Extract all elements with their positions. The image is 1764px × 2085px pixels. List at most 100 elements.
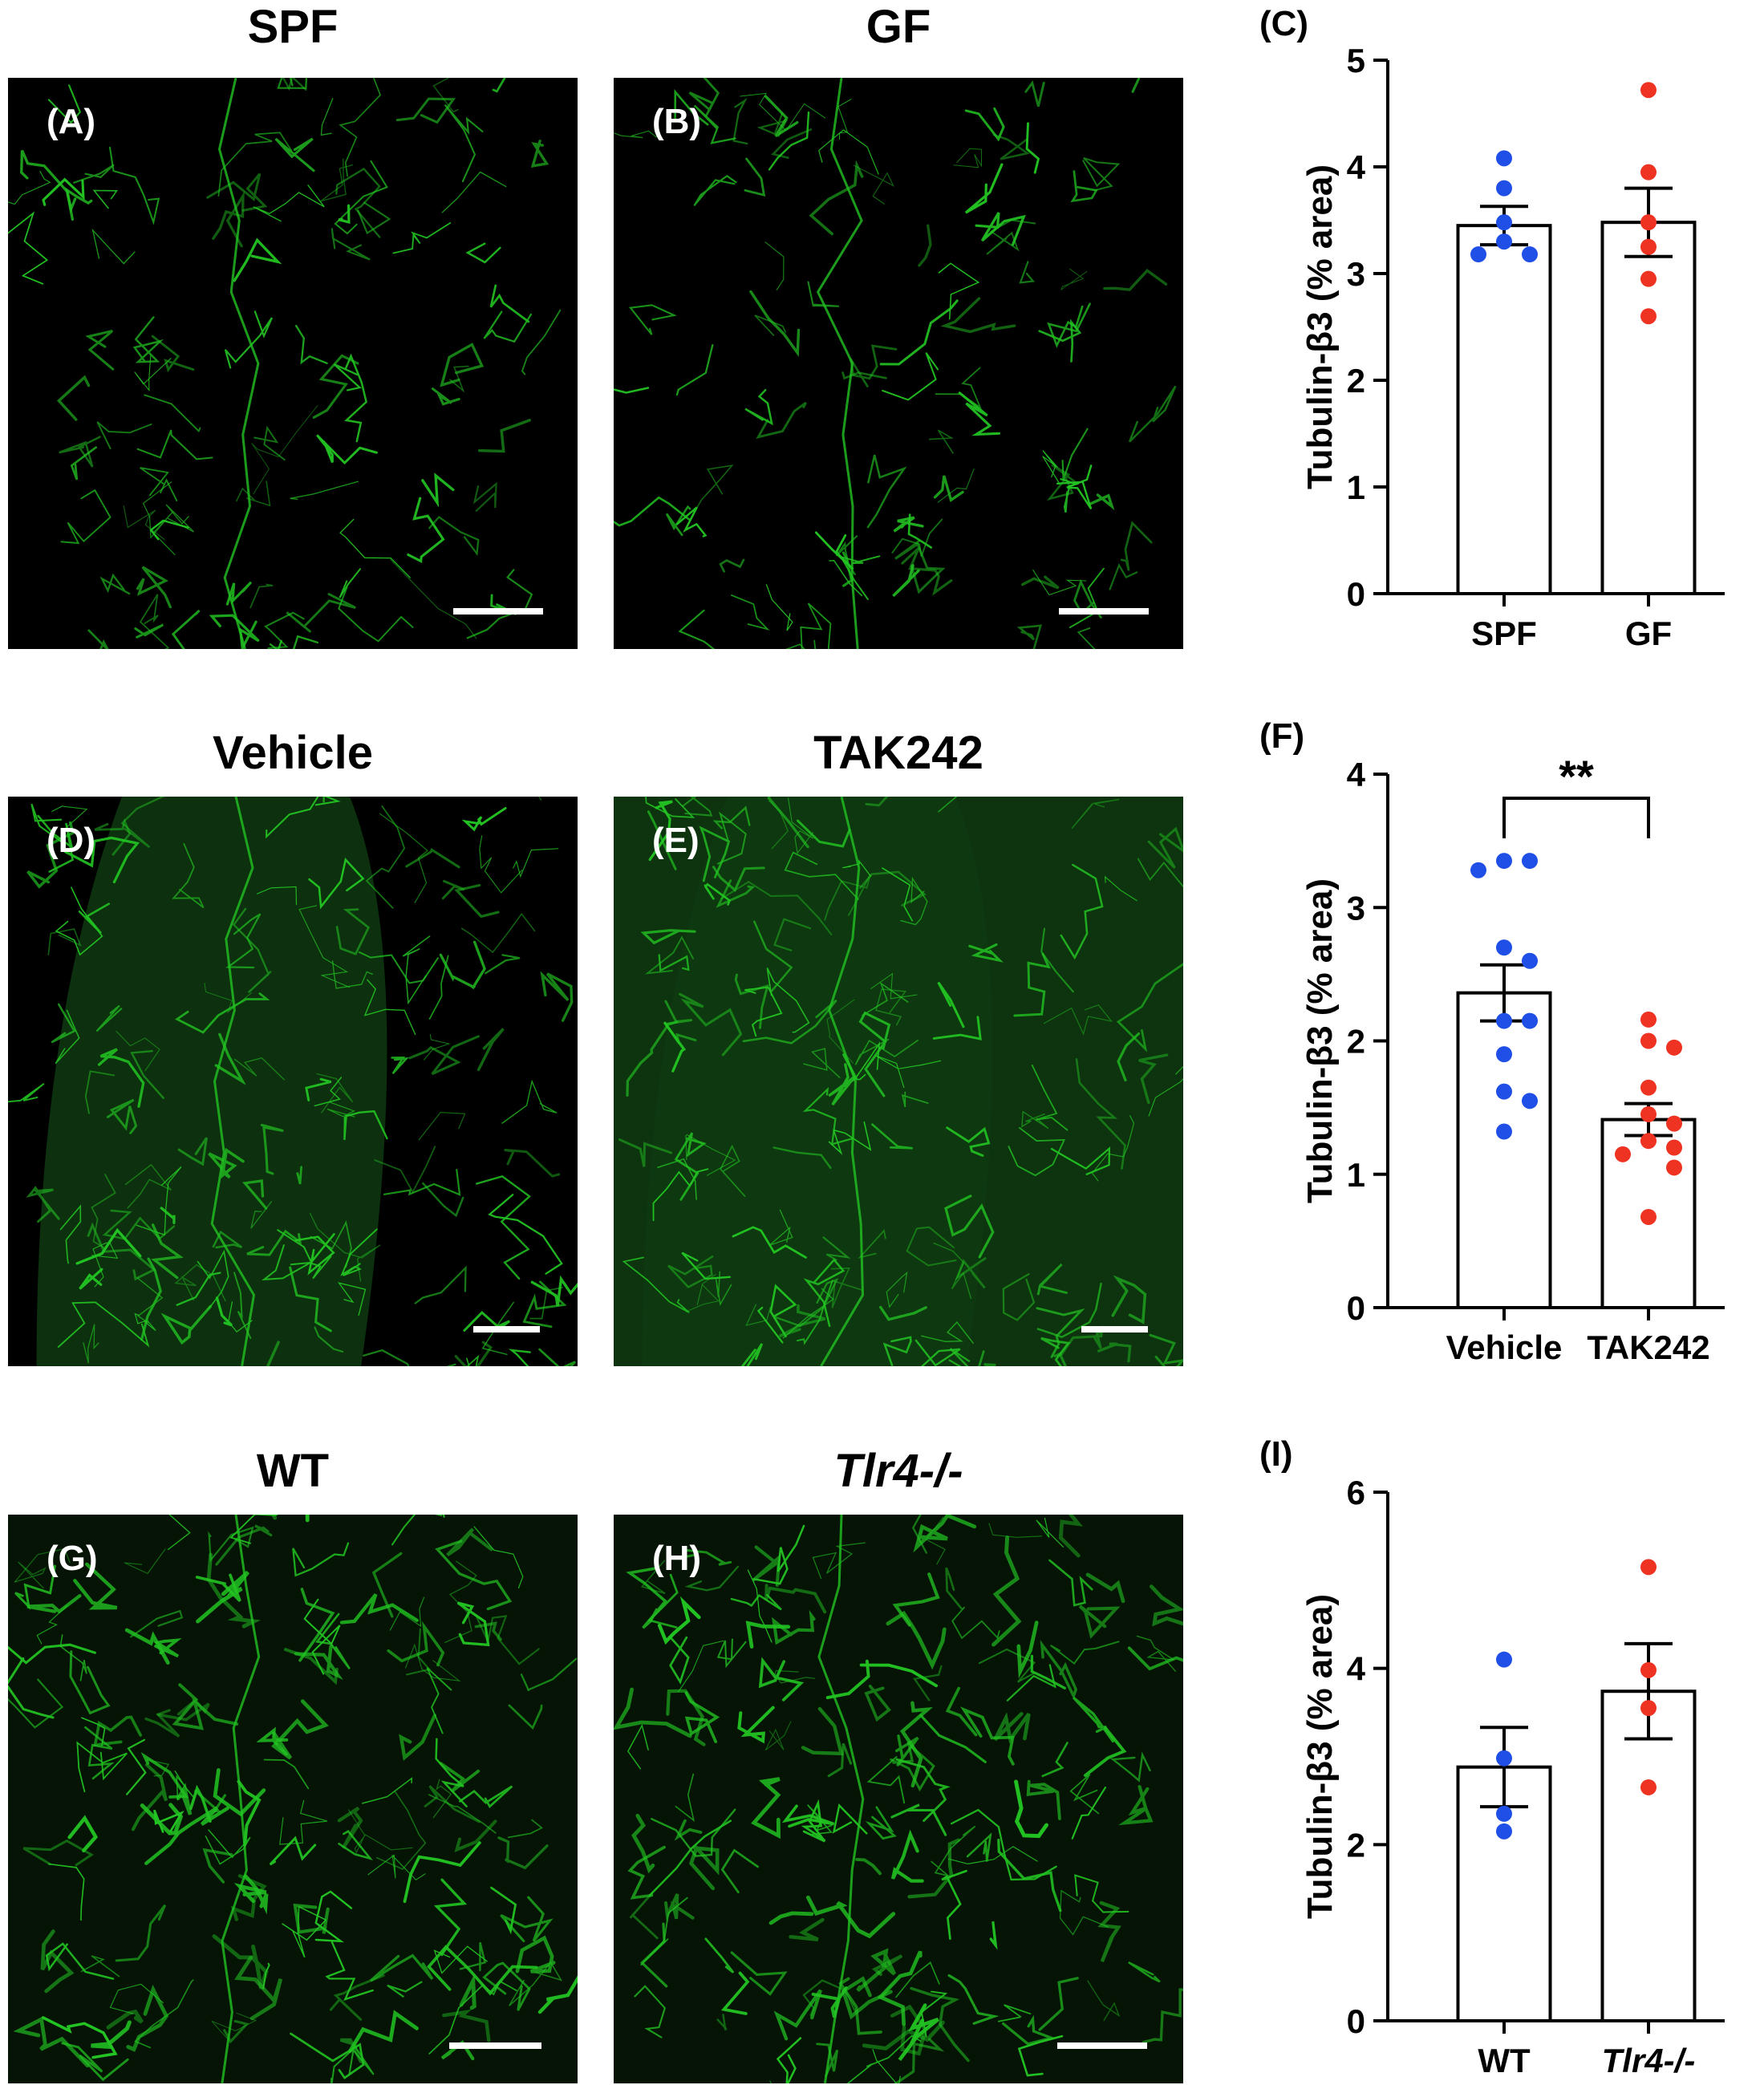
nerve-fiber: [751, 1777, 781, 1840]
nerve-fiber: [61, 2042, 129, 2082]
nerve-fiber: [1071, 1787, 1107, 1840]
nerve-fiber: [890, 1803, 947, 1836]
nerve-fiber: [339, 1593, 419, 1625]
y-axis-label: Tubulin-β3 (% area): [1300, 164, 1340, 489]
nerve-fiber: [882, 352, 939, 401]
nerve-fiber: [663, 1000, 697, 1045]
nerve-fiber: [426, 1667, 452, 1734]
nerve-fiber: [1019, 261, 1036, 284]
nerve-fiber: [14, 1561, 47, 1589]
data-point: [1496, 150, 1512, 167]
nerve-fiber: [338, 586, 414, 643]
nerve-fiber: [858, 1011, 891, 1097]
nerve-fiber: [42, 177, 85, 206]
nerve-fiber: [966, 1832, 992, 1862]
nerve-fiber: [807, 281, 839, 307]
nerve-fiber: [260, 1123, 284, 1175]
nerve-fiber: [870, 972, 918, 1000]
nerve-fiber: [618, 1138, 673, 1167]
nerve-fiber: [951, 1606, 1000, 1640]
nerve-fiber: [335, 908, 371, 955]
nerve-fiber: [348, 1809, 413, 1854]
nerve-fiber: [444, 1560, 477, 1644]
data-point: [1640, 1559, 1657, 1576]
nerve-fiber: [674, 1132, 707, 1201]
nerve-fiber: [465, 242, 501, 264]
nerve-fiber: [1147, 826, 1183, 869]
nerve-fiber: [688, 1844, 720, 1891]
column-title: TAK242: [813, 727, 983, 779]
nerve-fiber: [215, 1296, 233, 1327]
nerve-fiber: [47, 928, 82, 955]
nerve-fiber: [435, 1539, 513, 1611]
nerve-fiber: [1097, 1342, 1132, 1363]
data-point: [1640, 164, 1657, 181]
nerve-fiber: [134, 1312, 156, 1332]
data-point: [1640, 1779, 1657, 1795]
nerve-fiber: [893, 516, 924, 533]
nerve-fiber: [80, 1955, 120, 1978]
nerve-fiber: [837, 99, 852, 140]
nerve-fiber: [441, 879, 465, 900]
nerve-fiber: [680, 1548, 732, 1566]
nerve-fiber: [8, 211, 49, 285]
nerve-fiber: [832, 1803, 868, 1835]
nerve-fiber: [854, 1038, 918, 1065]
nerve-fiber: [492, 78, 506, 93]
nerve-fiber: [1036, 1282, 1102, 1339]
nerve-fiber: [124, 1163, 172, 1209]
nerve-fiber: [408, 1035, 480, 1076]
nerve-fiber: [747, 1569, 773, 1643]
nerve-fiber: [466, 1354, 480, 1366]
data-point: [1470, 246, 1486, 263]
nerve-fiber: [363, 979, 416, 1036]
nerve-fiber: [172, 842, 205, 909]
nerve-fiber: [667, 1255, 714, 1288]
nerve-fiber: [432, 1779, 452, 1819]
nerve-fiber: [758, 1657, 805, 1702]
y-tick-label: 0: [1347, 575, 1365, 613]
nerve-fiber: [1016, 1621, 1039, 1679]
nerve-fiber: [441, 171, 507, 213]
nerve-fiber: [992, 133, 1030, 160]
x-tick-label: GF: [1625, 615, 1672, 652]
nerve-fiber: [160, 1207, 176, 1224]
nerve-fiber: [440, 343, 485, 387]
nerve-fiber: [338, 1830, 373, 1860]
nerve-fiber: [859, 1663, 938, 1688]
nerve-fiber: [918, 224, 932, 267]
nerve-fiber: [1116, 963, 1183, 1053]
nerve-fiber: [330, 2046, 375, 2083]
nerve-fiber: [886, 1271, 908, 1308]
nerve-fiber: [699, 825, 731, 882]
y-axis-label: Tubulin-β3 (% area): [1300, 878, 1340, 1203]
nerve-fiber: [233, 1272, 252, 1339]
nerve-trunk: [820, 797, 865, 1366]
nerve-fiber: [1014, 1779, 1048, 1839]
nerve-fiber: [773, 1146, 832, 1169]
nerve-fiber: [51, 805, 88, 828]
nerve-fiber: [488, 1194, 563, 1275]
nerve-fiber: [829, 559, 863, 597]
nerve-fiber: [740, 92, 826, 132]
nerve-fiber: [283, 1647, 339, 1685]
nerve-fiber: [14, 1548, 71, 1583]
nerve-fiber: [719, 558, 745, 573]
nerve-fiber: [26, 821, 75, 889]
nerve-fiber: [8, 1678, 64, 1729]
nerve-fiber: [947, 1973, 1000, 2025]
nerve-fiber: [773, 1278, 839, 1328]
nerve-fiber: [1040, 927, 1074, 993]
nerve-fiber: [266, 797, 341, 839]
nerve-fiber: [379, 813, 428, 903]
data-point: [1522, 1012, 1538, 1029]
nerve-fiber: [756, 112, 789, 137]
data-point: [1615, 1146, 1631, 1162]
nerve-fiber: [335, 167, 381, 238]
nerve-fiber: [874, 1055, 942, 1089]
micrograph-panel: (H): [614, 1515, 1183, 2083]
nerve-fiber: [716, 879, 756, 908]
nerve-fiber: [1131, 78, 1141, 93]
nerve-fiber: [79, 1268, 103, 1290]
nerve-fiber: [116, 1030, 160, 1072]
